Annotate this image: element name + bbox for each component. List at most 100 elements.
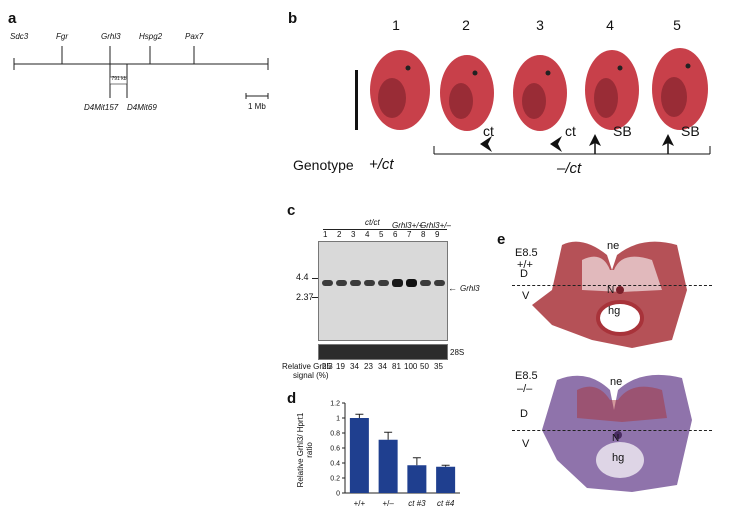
panel-d-label: d	[287, 390, 297, 407]
x-tick-label: +/–	[382, 499, 394, 508]
n-label-mutant: N	[612, 433, 620, 444]
blot-band	[434, 280, 445, 286]
rrna-loading-control	[318, 344, 448, 360]
lane-number: 8	[421, 230, 426, 239]
bar	[378, 439, 398, 493]
hg-label-mutant: hg	[612, 452, 625, 464]
y-tick-label: 0.2	[330, 476, 340, 483]
histology-section-mutant	[512, 360, 712, 495]
signal-values: 25 19 34 23 34 81 100 50 35	[321, 362, 449, 372]
y-axis-title: Relative Grhl3/ Hprt1 ratio	[296, 412, 314, 488]
gene-grhl3: Grhl3	[101, 32, 121, 41]
x-tick-label: +/+	[354, 499, 366, 508]
histology-section-wildtype	[512, 230, 712, 350]
bar-chart: 0 0.2 0.4 0.6 0.8 1 1.2 +/+ +/– ct #3 ct #4	[330, 401, 460, 508]
signal-value: 19	[336, 362, 345, 371]
genotype-mutant: –/ct	[557, 160, 582, 177]
blot-band	[350, 280, 361, 286]
gene-fgr: Fgr	[56, 32, 68, 41]
dorsal-ventral-line-mutant	[512, 430, 712, 431]
lane-number: 6	[393, 230, 398, 239]
size-marker-4-4: 4.4	[296, 272, 309, 282]
blot-band	[322, 280, 333, 286]
genotype-wildtype: +/ct	[369, 156, 394, 173]
x-tick-label: ct #3	[408, 499, 426, 508]
phenotype-label-5: SB	[681, 123, 700, 139]
panel-c-label: c	[287, 202, 296, 219]
size-tick	[312, 297, 318, 298]
blot-band	[406, 279, 417, 287]
x-tick-label: ct #4	[437, 499, 455, 508]
stage-label-wildtype: E8.5	[515, 247, 538, 259]
ne-label-wildtype: ne	[607, 240, 620, 252]
panel-e-label: e	[497, 231, 506, 248]
gene-pax7: Pax7	[185, 32, 204, 41]
genotype-bracket	[433, 146, 711, 155]
lane-number: 1	[323, 230, 328, 239]
panel-b-label: b	[288, 10, 298, 27]
rrna-label: 28S	[450, 348, 465, 357]
embryo-number-3: 3	[536, 17, 544, 33]
v-label-wildtype: V	[522, 290, 530, 302]
y-tick-label: 0.4	[330, 461, 340, 468]
y-tick-label: 0.6	[330, 446, 340, 453]
band-arrow: ←	[448, 283, 457, 293]
y-tick-label: 1.2	[330, 401, 340, 408]
signal-value: 35	[434, 362, 443, 371]
band-label-grhl3: Grhl3	[460, 284, 480, 293]
embryo-image-1	[370, 50, 430, 130]
scale-bar-label: 1 Mb	[248, 102, 266, 111]
lane-numbers: 1 2 3 4 5 6 7 8 9	[321, 230, 449, 240]
blot-band	[392, 279, 403, 287]
embryo-image-5	[652, 48, 708, 130]
lane-number: 2	[337, 230, 342, 239]
size-scale-bar	[355, 70, 358, 130]
signal-value: 34	[350, 362, 359, 371]
signal-value: 50	[420, 362, 429, 371]
blot-band	[378, 280, 389, 286]
genotype-label: Genotype	[293, 157, 354, 173]
embryo-number-1: 1	[392, 17, 400, 33]
gene-sdc3: Sdc3	[10, 32, 29, 41]
panel-a-label: a	[8, 10, 17, 27]
signal-value: 25	[322, 362, 331, 371]
genetic-map	[13, 46, 269, 99]
embryo-number-5: 5	[673, 17, 681, 33]
signal-value: 23	[364, 362, 373, 371]
interval-label: 791 kb	[111, 76, 127, 82]
signal-value: 100	[404, 362, 418, 371]
group-het-label: Grhl3+/–	[420, 221, 451, 230]
size-tick	[312, 278, 318, 279]
y-tick-label: 0.8	[330, 431, 340, 438]
phenotype-label-2: ct	[483, 123, 494, 139]
northern-blot	[318, 241, 448, 341]
bar	[436, 466, 456, 493]
dorsal-ventral-line-wildtype	[512, 285, 712, 286]
blot-band	[364, 280, 375, 286]
signal-label-line1: Relative Grhl3	[282, 362, 333, 371]
phenotype-label-3: ct	[565, 123, 576, 139]
signal-value: 81	[392, 362, 401, 371]
stage-label-mutant: E8.5	[515, 370, 538, 382]
embryo-image-2	[440, 55, 494, 131]
bar	[407, 465, 427, 493]
hg-label-wildtype: hg	[608, 305, 621, 317]
signal-value: 34	[378, 362, 387, 371]
lane-number: 4	[365, 230, 370, 239]
d-label-mutant: D	[520, 408, 528, 420]
y-tick-label: 1	[336, 416, 340, 423]
gene-hspg2: Hspg2	[139, 32, 163, 41]
group-wt-label: Grhl3+/+	[392, 221, 424, 230]
d-label-wildtype: D	[520, 268, 528, 280]
marker-d4mit157: D4Mit157	[84, 103, 119, 112]
signal-label-line2: signal (%)	[293, 371, 329, 380]
ne-label-mutant: ne	[610, 376, 623, 388]
lane-number: 3	[351, 230, 356, 239]
bar	[349, 418, 369, 493]
lane-number: 5	[379, 230, 384, 239]
embryo-number-2: 2	[462, 17, 470, 33]
genotype-label-mutant: –/–	[517, 383, 533, 395]
v-label-mutant: V	[522, 438, 530, 450]
group-ctct-label: ct/ct	[365, 218, 380, 227]
embryo-image-3	[513, 55, 567, 131]
